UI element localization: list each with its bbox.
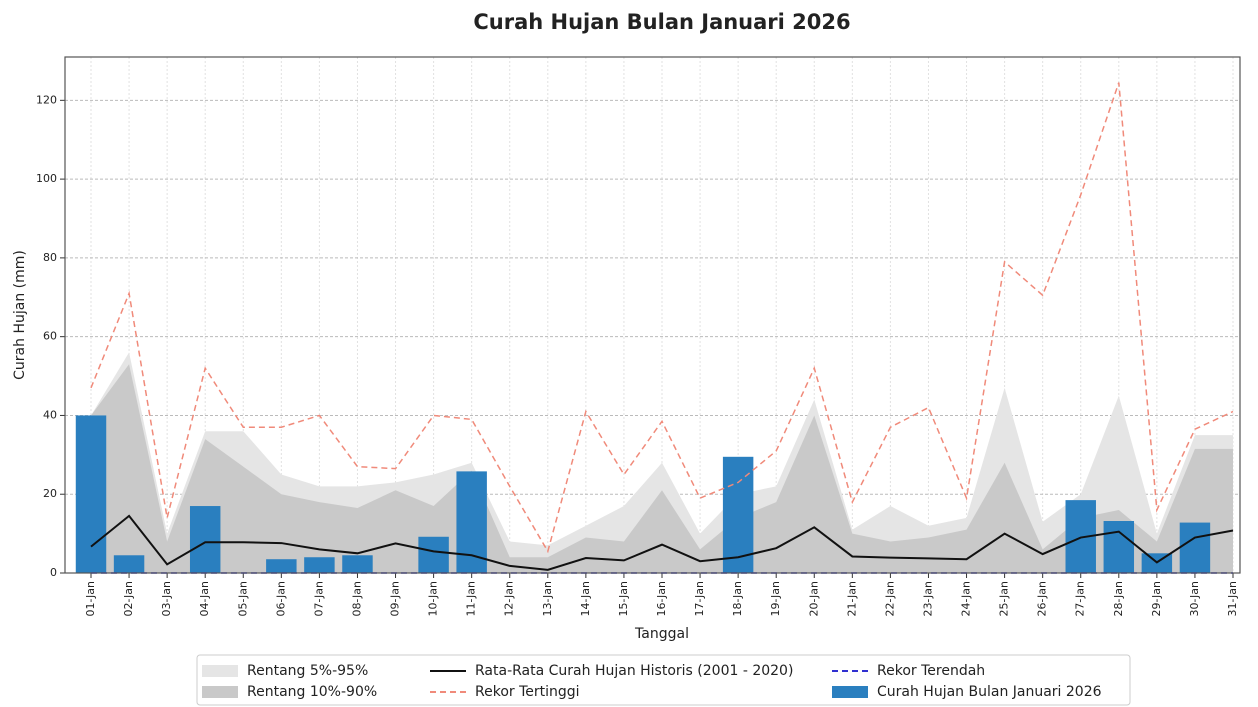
y-tick-label: 60	[43, 330, 57, 343]
legend-label: Rentang 10%-90%	[247, 684, 377, 700]
legend: Rentang 5%-95% Rentang 10%-90% Rata-Rata C…	[196, 654, 1131, 706]
x-tick-label: 12-Jan	[503, 581, 516, 617]
bar	[1179, 522, 1211, 573]
bar	[304, 557, 335, 573]
band-area	[91, 364, 1233, 573]
line	[90, 82, 1234, 554]
y-tick-label: 100	[36, 172, 57, 185]
plot-frame	[64, 56, 1241, 574]
y-axis-label: Curah Hujan (mm)	[12, 250, 28, 380]
legend-label: Rata-Rata Curah Hujan Historis (2001 - 2…	[475, 663, 793, 679]
legend-swatch	[832, 686, 868, 698]
x-tick-label: 17-Jan	[693, 581, 706, 617]
x-tick-label: 26-Jan	[1036, 581, 1049, 617]
y-tick-label: 80	[43, 251, 57, 264]
legend-swatch	[202, 665, 238, 677]
x-tick-label: 01-Jan	[84, 581, 97, 617]
x-tick-label: 27-Jan	[1074, 581, 1087, 617]
chart-title: Curah Hujan Bulan Januari 2026	[473, 10, 850, 34]
x-tick-label: 10-Jan	[427, 581, 440, 617]
y-tick-label: 120	[36, 93, 57, 106]
legend-label: Rentang 5%-95%	[247, 663, 368, 679]
x-tick-label: 23-Jan	[921, 581, 934, 617]
x-tick-label: 31-Jan	[1226, 581, 1239, 617]
x-tick-label: 11-Jan	[465, 581, 478, 617]
bar	[342, 555, 373, 573]
y-tick-label: 40	[43, 408, 57, 421]
y-tick-label: 0	[50, 566, 57, 579]
y-tick-label: 20	[43, 487, 57, 500]
x-tick-label: 08-Jan	[350, 581, 363, 617]
x-tick-label: 18-Jan	[731, 581, 744, 617]
x-tick-label: 03-Jan	[160, 581, 173, 617]
x-tick-label: 19-Jan	[769, 581, 782, 617]
bar	[1103, 521, 1135, 573]
line	[90, 514, 1234, 571]
legend-label: Rekor Terendah	[877, 663, 985, 679]
x-tick-label: 13-Jan	[541, 581, 554, 617]
x-tick-label: 22-Jan	[883, 581, 896, 617]
x-axis-label: Tanggal	[634, 626, 689, 642]
x-tick-label: 24-Jan	[960, 581, 973, 617]
x-tick-label: 06-Jan	[274, 581, 287, 617]
x-tick-label: 20-Jan	[807, 581, 820, 617]
x-tick-label: 16-Jan	[655, 581, 668, 617]
x-tick-label: 28-Jan	[1112, 581, 1125, 617]
x-tick-label: 15-Jan	[617, 581, 630, 617]
x-tick-label: 21-Jan	[845, 581, 858, 617]
bar	[189, 506, 221, 573]
bar	[266, 559, 297, 573]
x-tick-label: 30-Jan	[1188, 581, 1201, 617]
bar	[113, 555, 145, 573]
x-tick-label: 05-Jan	[236, 581, 249, 617]
legend-swatch	[202, 686, 238, 698]
bar	[722, 456, 754, 573]
bar	[75, 415, 107, 573]
bar	[418, 536, 449, 573]
x-tick-label: 07-Jan	[312, 581, 325, 617]
legend-label: Curah Hujan Bulan Januari 2026	[877, 684, 1102, 700]
x-tick-label: 29-Jan	[1150, 581, 1163, 617]
x-tick-label: 09-Jan	[389, 581, 402, 617]
legend-label: Rekor Tertinggi	[475, 684, 580, 700]
x-tick-label: 02-Jan	[122, 581, 135, 617]
x-tick-label: 25-Jan	[998, 581, 1011, 617]
x-tick-label: 04-Jan	[198, 581, 211, 617]
x-tick-label: 14-Jan	[579, 581, 592, 617]
